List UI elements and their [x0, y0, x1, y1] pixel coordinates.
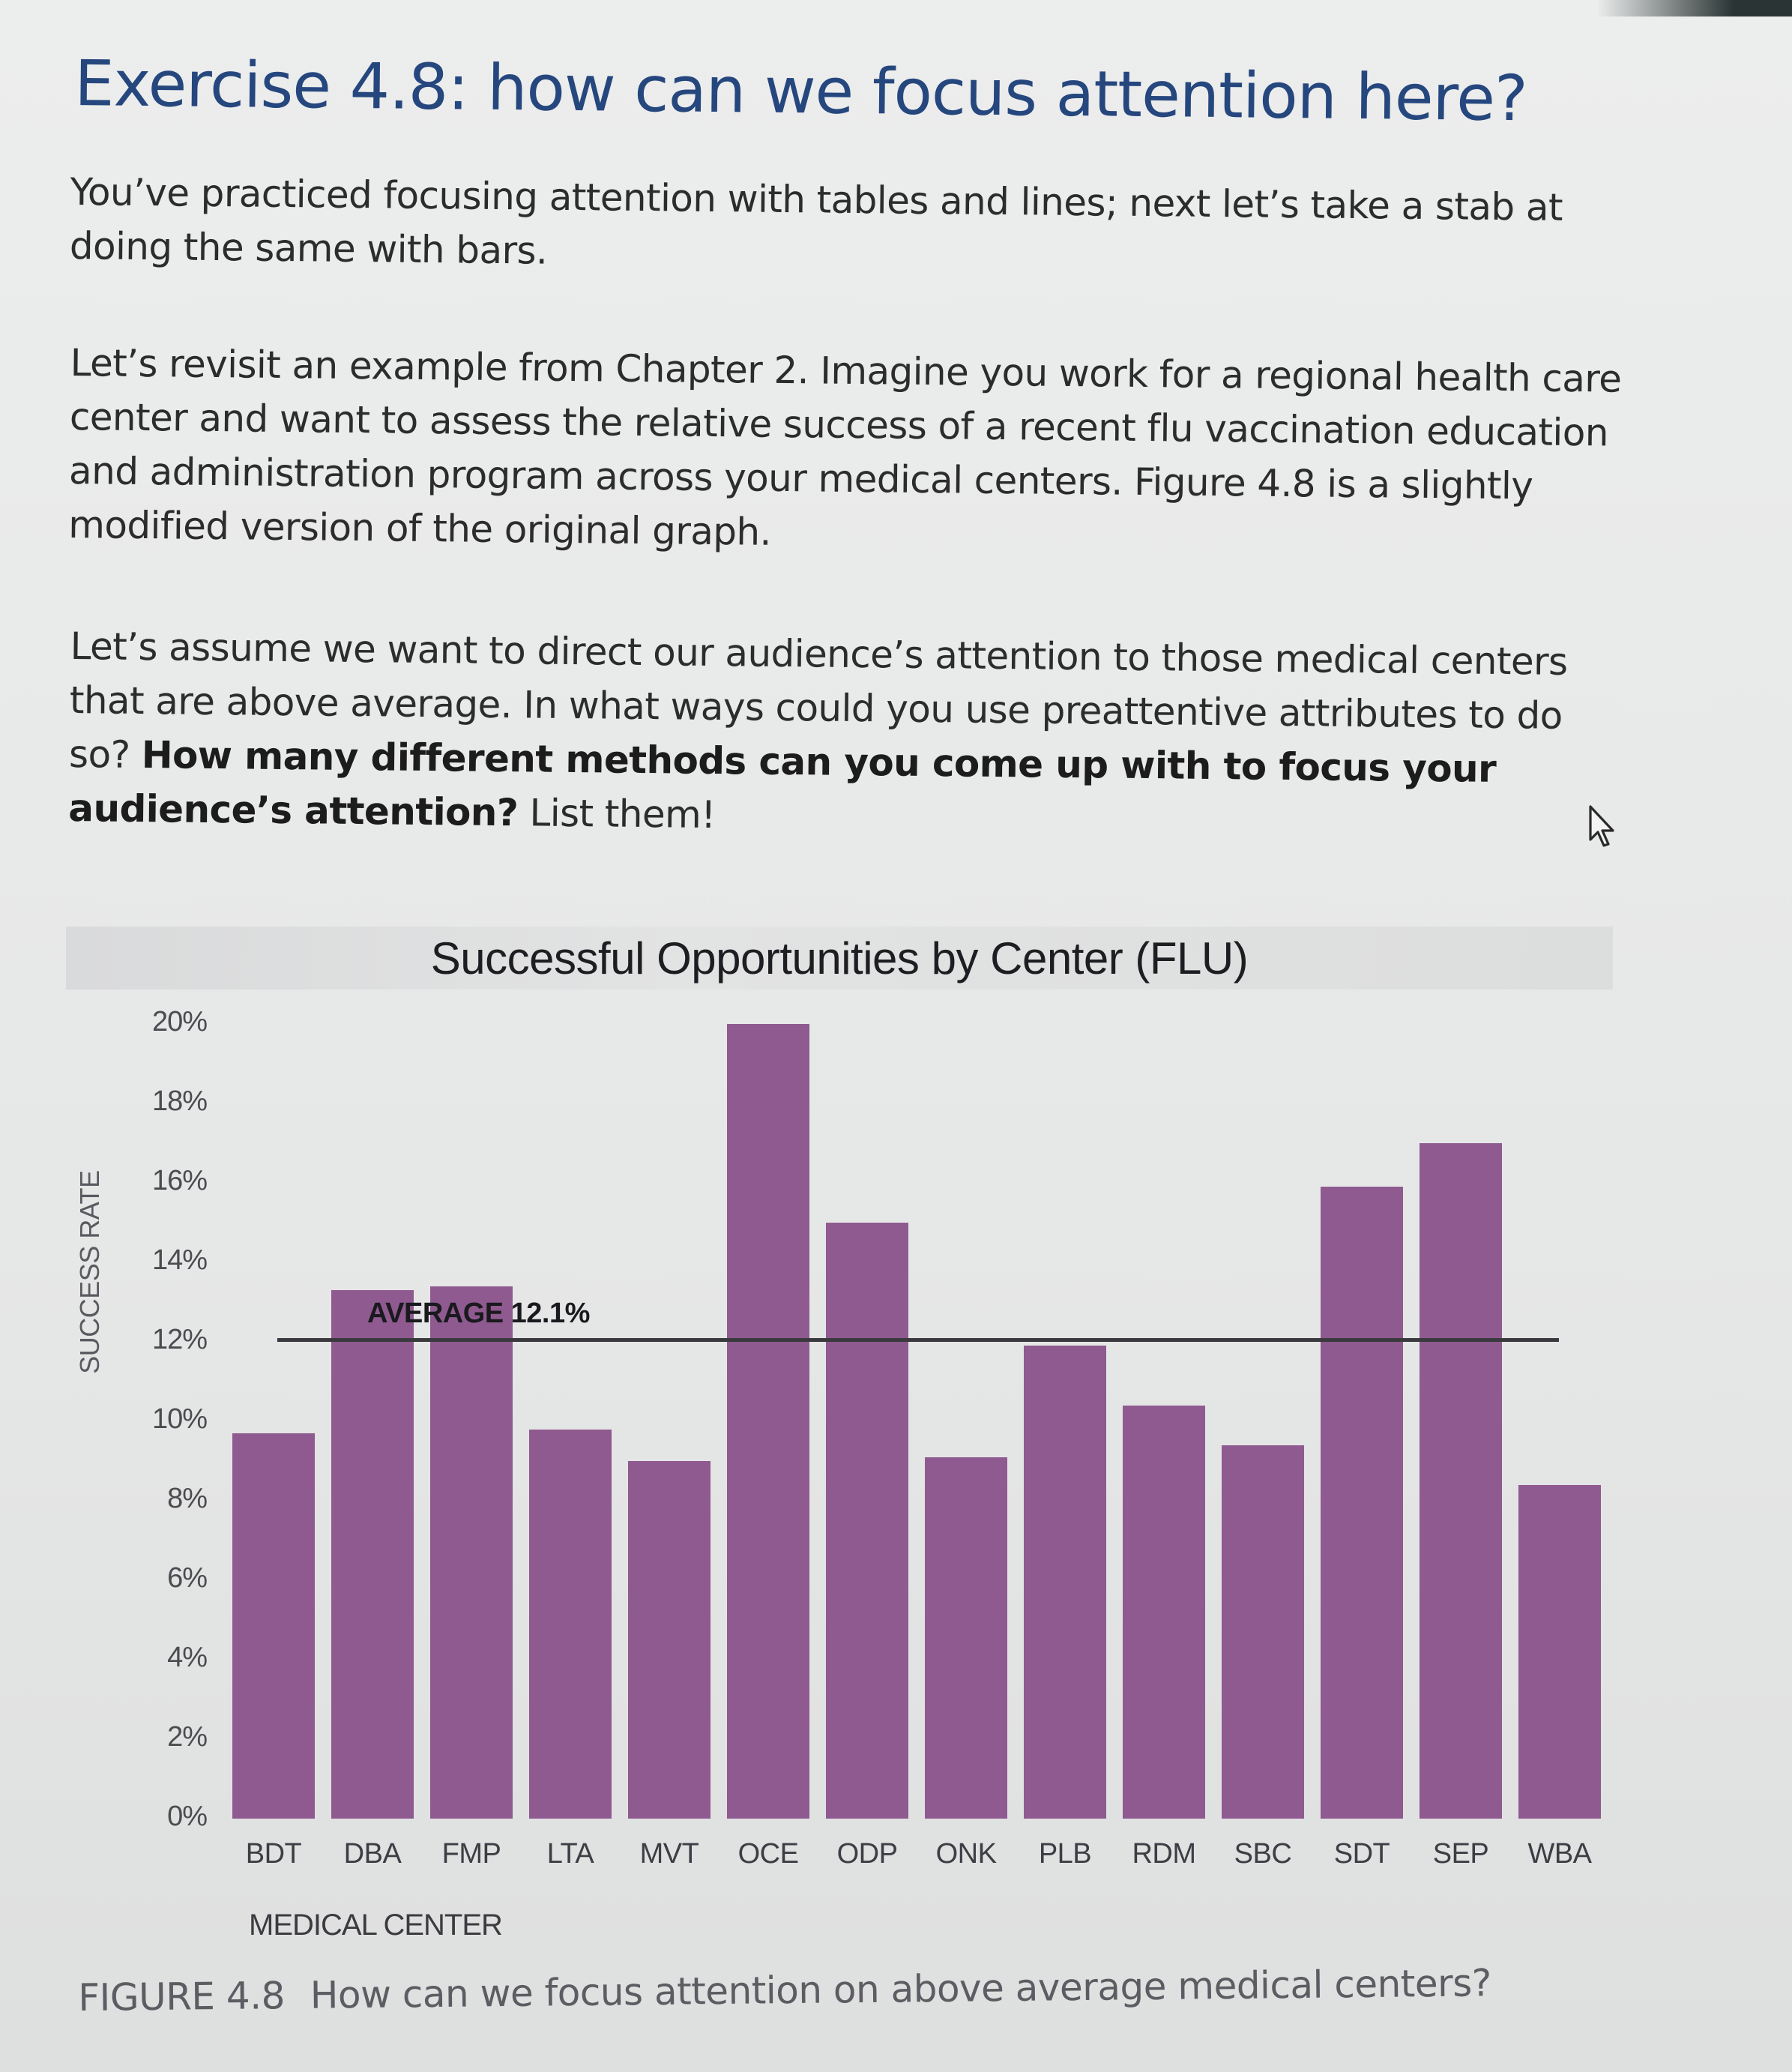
x-tick-label: DBA [343, 1838, 402, 1870]
context-paragraph: Let’s revisit an example from Chapter 2.… [68, 340, 1622, 554]
mouse-pointer-icon [1589, 805, 1614, 847]
bar-plb [1024, 1346, 1106, 1819]
y-tick-label: 8% [167, 1483, 208, 1514]
x-tick-label: ONK [935, 1838, 997, 1870]
bar-sep [1420, 1143, 1502, 1819]
bar-sdt [1321, 1187, 1403, 1819]
x-tick-label: RDM [1132, 1838, 1196, 1870]
bar-bdt [232, 1433, 315, 1819]
average-label: AVERAGE 12.1% [367, 1297, 590, 1329]
y-tick-label: 4% [167, 1642, 208, 1673]
y-tick-label: 2% [167, 1721, 208, 1753]
y-tick-label: 6% [167, 1562, 208, 1594]
plot-area: AVERAGE 12.1% [232, 1024, 1601, 1819]
x-tick-label: PLB [1038, 1838, 1092, 1870]
y-tick-label: 18% [151, 1085, 208, 1117]
x-tick-label: WBA [1527, 1838, 1592, 1870]
y-tick-label: 16% [151, 1165, 208, 1196]
bar-lta [529, 1429, 612, 1819]
bar-mvt [628, 1461, 711, 1819]
y-tick-label: 10% [151, 1403, 208, 1435]
x-axis-label: MEDICAL CENTER [249, 1909, 503, 1942]
bar-onk [925, 1457, 1007, 1819]
bar-dba [331, 1290, 414, 1819]
y-axis-label: SUCCESS RATE [74, 1170, 105, 1374]
y-tick-label: 20% [151, 1006, 208, 1037]
x-tick-label: LTA [546, 1838, 594, 1870]
task-question-bold: How many different methods can you come … [68, 733, 1497, 835]
bar-wba [1518, 1484, 1601, 1819]
bar-odp [826, 1223, 908, 1819]
x-tick-label: BDT [245, 1838, 302, 1870]
bar-oce [727, 1024, 809, 1819]
x-tick-label: OCE [737, 1838, 799, 1870]
x-tick-label: FMP [441, 1838, 501, 1870]
task-end: List them! [529, 791, 716, 837]
average-line [277, 1337, 1559, 1342]
bar-chart: Successful Opportunities by Center (FLU)… [66, 927, 1613, 1976]
screen-edge-shade [1597, 0, 1792, 16]
x-tick-label: SDT [1333, 1838, 1390, 1870]
bar-sbc [1222, 1445, 1304, 1819]
bar-fmp [430, 1286, 513, 1819]
y-tick-label: 12% [151, 1324, 208, 1355]
x-tick-label: ODP [836, 1838, 898, 1870]
x-tick-label: MVT [639, 1838, 699, 1870]
y-tick-label: 14% [151, 1244, 208, 1276]
chart-title: Successful Opportunities by Center (FLU) [430, 933, 1249, 984]
x-tick-label: SBC [1234, 1838, 1292, 1870]
y-tick-label: 0% [167, 1801, 208, 1832]
x-tick-label: SEP [1432, 1838, 1489, 1870]
exercise-title: Exercise 4.8: how can we focus attention… [73, 46, 1528, 136]
intro-paragraph: You’ve practiced focusing attention with… [69, 169, 1563, 273]
chart-title-band [66, 927, 1613, 990]
task-paragraph: Let’s assume we want to direct our audie… [68, 619, 1629, 852]
bar-rdm [1123, 1405, 1205, 1819]
figure-number: FIGURE 4.8 [78, 1974, 286, 2020]
